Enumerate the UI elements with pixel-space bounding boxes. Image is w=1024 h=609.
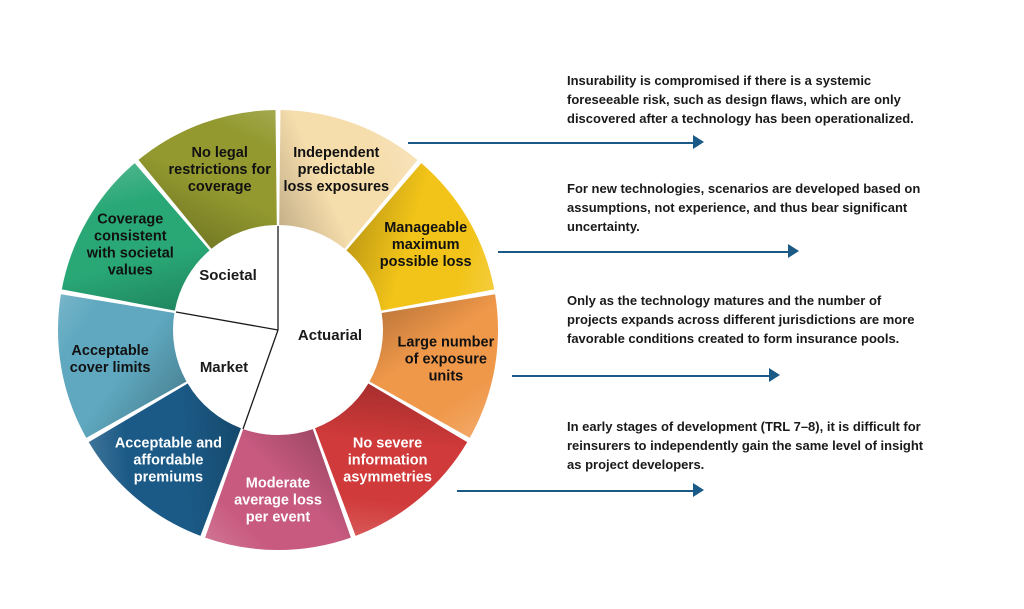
svg-text:Societal: Societal <box>199 267 257 284</box>
svg-text:Actuarial: Actuarial <box>298 327 362 344</box>
svg-text:Market: Market <box>200 359 248 376</box>
